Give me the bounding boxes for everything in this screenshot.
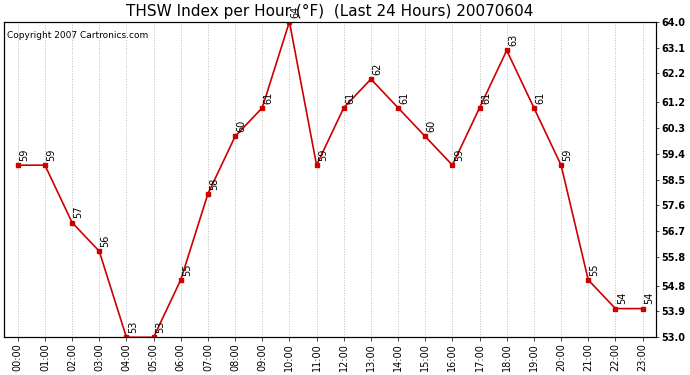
Text: 63: 63 [508,34,518,46]
Text: 61: 61 [264,92,274,104]
Text: 64: 64 [290,5,301,18]
Text: 59: 59 [562,148,573,161]
Text: 54: 54 [644,292,654,304]
Text: 55: 55 [182,263,192,276]
Text: 61: 61 [400,92,409,104]
Text: 55: 55 [590,263,600,276]
Text: 56: 56 [101,235,110,247]
Title: THSW Index per Hour (°F)  (Last 24 Hours) 20070604: THSW Index per Hour (°F) (Last 24 Hours)… [126,4,534,19]
Text: 53: 53 [155,321,165,333]
Text: 61: 61 [535,92,545,104]
Text: 61: 61 [481,92,491,104]
Text: 59: 59 [46,148,57,161]
Text: 60: 60 [426,120,437,132]
Text: 58: 58 [209,177,219,190]
Text: 53: 53 [128,321,138,333]
Text: 61: 61 [345,92,355,104]
Text: 57: 57 [73,206,83,218]
Text: 54: 54 [617,292,627,304]
Text: 62: 62 [373,63,382,75]
Text: 59: 59 [19,148,29,161]
Text: 59: 59 [454,148,464,161]
Text: 59: 59 [318,148,328,161]
Text: Copyright 2007 Cartronics.com: Copyright 2007 Cartronics.com [8,31,148,40]
Text: 60: 60 [237,120,246,132]
